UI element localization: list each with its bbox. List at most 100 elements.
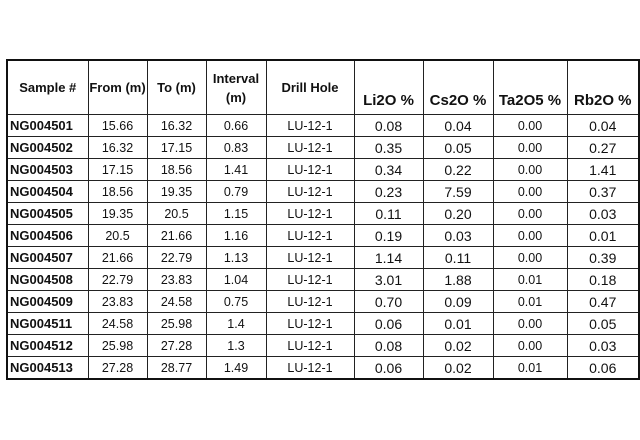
cell-sample: NG004513: [6, 356, 89, 380]
cell-cs2o: 7.59: [422, 180, 494, 203]
cell-from: 15.66: [87, 114, 148, 137]
cell-li2o: 0.06: [353, 312, 424, 335]
table-row: NG004503 17.15 18.56 1.41 LU-12-1 0.34 0.22 0.0…: [6, 158, 640, 181]
cell-to: 21.66: [146, 224, 207, 247]
cell-cs2o: 0.20: [422, 202, 494, 225]
cell-from: 22.79: [87, 268, 148, 291]
cell-from: 16.32: [87, 136, 148, 159]
cell-cs2o: 0.09: [422, 290, 494, 313]
header-from: From (m): [87, 59, 148, 115]
cell-interval: 1.13: [205, 246, 267, 269]
cell-interval: 1.41: [205, 158, 267, 181]
cell-cs2o: 0.22: [422, 158, 494, 181]
cell-ta2o5: 0.01: [492, 290, 568, 313]
cell-to: 16.32: [146, 114, 207, 137]
cell-interval: 1.16: [205, 224, 267, 247]
cell-li2o: 0.34: [353, 158, 424, 181]
cell-to: 20.5: [146, 202, 207, 225]
cell-sample: NG004503: [6, 158, 89, 181]
cell-from: 25.98: [87, 334, 148, 357]
cell-drill-hole: LU-12-1: [265, 114, 355, 137]
table-row: NG004507 21.66 22.79 1.13 LU-12-1 1.14 0.11 0.0…: [6, 246, 640, 269]
cell-rb2o: 0.18: [566, 268, 640, 291]
cell-drill-hole: LU-12-1: [265, 334, 355, 357]
cell-ta2o5: 0.01: [492, 356, 568, 380]
cell-drill-hole: LU-12-1: [265, 312, 355, 335]
cell-to: 24.58: [146, 290, 207, 313]
cell-ta2o5: 0.00: [492, 312, 568, 335]
cell-cs2o: 0.03: [422, 224, 494, 247]
cell-rb2o: 1.41: [566, 158, 640, 181]
cell-drill-hole: LU-12-1: [265, 136, 355, 159]
cell-sample: NG004505: [6, 202, 89, 225]
cell-from: 18.56: [87, 180, 148, 203]
cell-to: 19.35: [146, 180, 207, 203]
cell-ta2o5: 0.00: [492, 158, 568, 181]
cell-ta2o5: 0.01: [492, 268, 568, 291]
header-drill-hole: Drill Hole: [265, 59, 355, 115]
cell-to: 17.15: [146, 136, 207, 159]
cell-to: 27.28: [146, 334, 207, 357]
cell-cs2o: 0.01: [422, 312, 494, 335]
table-row: NG004504 18.56 19.35 0.79 LU-12-1 0.23 7.59 0.0…: [6, 180, 640, 203]
cell-li2o: 0.23: [353, 180, 424, 203]
table-row: NG004506 20.5 21.66 1.16 LU-12-1 0.19 0.03 0.00…: [6, 224, 640, 247]
cell-sample: NG004501: [6, 114, 89, 137]
table-row: NG004501 15.66 16.32 0.66 LU-12-1 0.08 0.04 0.0…: [6, 114, 640, 137]
table-row: NG004508 22.79 23.83 1.04 LU-12-1 3.01 1.88 0.0…: [6, 268, 640, 291]
cell-ta2o5: 0.00: [492, 136, 568, 159]
cell-interval: 0.75: [205, 290, 267, 313]
cell-drill-hole: LU-12-1: [265, 356, 355, 380]
cell-interval: 0.79: [205, 180, 267, 203]
cell-to: 18.56: [146, 158, 207, 181]
cell-from: 24.58: [87, 312, 148, 335]
cell-to: 23.83: [146, 268, 207, 291]
cell-ta2o5: 0.00: [492, 202, 568, 225]
cell-li2o: 0.19: [353, 224, 424, 247]
cell-drill-hole: LU-12-1: [265, 290, 355, 313]
cell-interval: 1.4: [205, 312, 267, 335]
cell-to: 22.79: [146, 246, 207, 269]
cell-li2o: 0.35: [353, 136, 424, 159]
header-interval: Interval (m): [205, 59, 267, 115]
table-row: NG004505 19.35 20.5 1.15 LU-12-1 0.11 0.20 0.00…: [6, 202, 640, 225]
cell-ta2o5: 0.00: [492, 224, 568, 247]
cell-li2o: 1.14: [353, 246, 424, 269]
cell-to: 28.77: [146, 356, 207, 380]
header-ta2o5: Ta2O5 %: [492, 59, 568, 115]
cell-rb2o: 0.27: [566, 136, 640, 159]
table-header: Sample # From (m) To (m) Interval (m) Dr…: [6, 59, 640, 115]
cell-from: 21.66: [87, 246, 148, 269]
cell-sample: NG004509: [6, 290, 89, 313]
cell-interval: 1.15: [205, 202, 267, 225]
cell-rb2o: 0.03: [566, 202, 640, 225]
cell-ta2o5: 0.00: [492, 246, 568, 269]
header-cs2o: Cs2O %: [422, 59, 494, 115]
cell-ta2o5: 0.00: [492, 114, 568, 137]
cell-li2o: 0.08: [353, 334, 424, 357]
cell-li2o: 3.01: [353, 268, 424, 291]
cell-li2o: 0.11: [353, 202, 424, 225]
cell-drill-hole: LU-12-1: [265, 246, 355, 269]
cell-drill-hole: LU-12-1: [265, 202, 355, 225]
cell-cs2o: 0.05: [422, 136, 494, 159]
cell-drill-hole: LU-12-1: [265, 224, 355, 247]
cell-rb2o: 0.05: [566, 312, 640, 335]
header-rb2o: Rb2O %: [566, 59, 640, 115]
cell-rb2o: 0.01: [566, 224, 640, 247]
cell-cs2o: 0.02: [422, 356, 494, 380]
cell-sample: NG004508: [6, 268, 89, 291]
assay-results-table: Sample # From (m) To (m) Interval (m) Dr…: [6, 59, 640, 380]
cell-interval: 1.04: [205, 268, 267, 291]
table-row: NG004502 16.32 17.15 0.83 LU-12-1 0.35 0.05 0.0…: [6, 136, 640, 159]
header-sample: Sample #: [6, 59, 89, 115]
table-row: NG004509 23.83 24.58 0.75 LU-12-1 0.70 0.09 0.0…: [6, 290, 640, 313]
cell-sample: NG004506: [6, 224, 89, 247]
table-row: NG004513 27.28 28.77 1.49 LU-12-1 0.06 0.02 0.0…: [6, 356, 640, 380]
cell-sample: NG004507: [6, 246, 89, 269]
cell-ta2o5: 0.00: [492, 334, 568, 357]
cell-from: 19.35: [87, 202, 148, 225]
cell-interval: 0.66: [205, 114, 267, 137]
cell-to: 25.98: [146, 312, 207, 335]
table-body: NG004501 15.66 16.32 0.66 LU-12-1 0.08 0.04 0.0…: [6, 114, 640, 380]
